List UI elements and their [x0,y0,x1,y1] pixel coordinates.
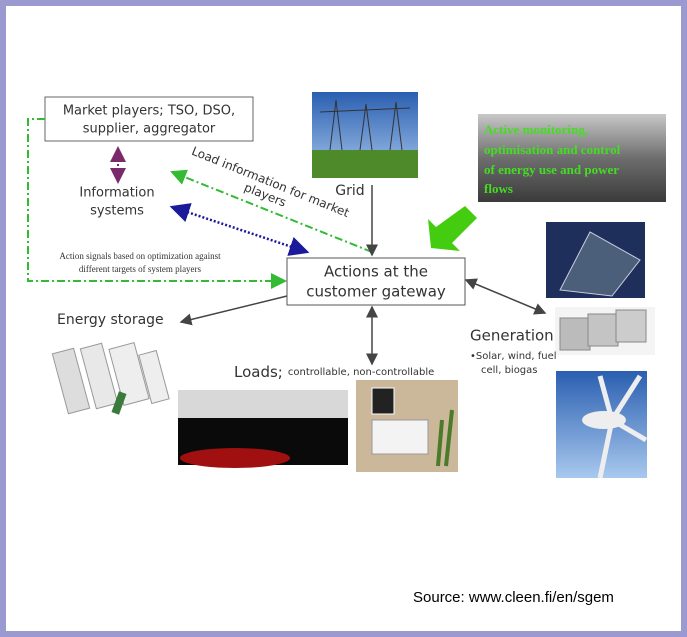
callout-line: Active monitoring, [484,122,588,137]
diagram: Market players; TSO, DSO, supplier, aggr… [0,0,687,637]
generation-detail: cell, biogas [481,365,538,376]
generation-link [466,280,545,313]
info-label: systems [90,204,144,219]
heater-photo [356,380,458,472]
info-gateway-link [172,207,307,252]
market-label: Market players; TSO, DSO, [63,104,235,119]
generation-label: Generation [470,327,554,345]
callout-line: of energy use and power [484,162,619,177]
loads-label: Loads; controllable, non-controllable [234,363,434,381]
edge-label: Action signals based on optimization aga… [59,251,221,261]
grid-photo [312,92,418,178]
screen-photo [178,390,348,468]
solar-photo [546,222,645,298]
page: { "nodes": [ {"id": "market", "lines": [… [0,0,687,637]
market-label: supplier, aggregator [83,122,216,137]
storage-link [181,296,287,322]
info-label: Information [79,186,154,201]
wind-photo [556,371,647,478]
source: Source: www.cleen.fi/en/sgem [413,589,614,606]
callout-arrow [428,206,477,251]
generation-detail: •Solar, wind, fuel [470,351,557,362]
gateway-label: customer gateway [306,283,446,301]
storage-label: Energy storage [57,312,164,328]
loads-title: Loads; [234,363,283,381]
callout-line: flows [484,181,513,196]
grid-label: Grid [335,183,364,199]
callout-line: optimisation and control [484,142,621,157]
loads-detail: controllable, non-controllable [288,367,434,378]
gateway-label: Actions at the [324,263,428,281]
fuel-cell-photo [555,307,655,355]
battery-photo [52,343,169,415]
edge-label: different targets of system players [79,264,202,274]
